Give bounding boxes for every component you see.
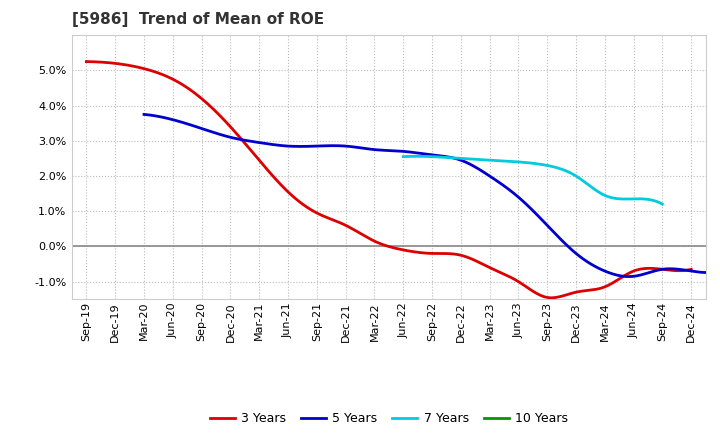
Text: [5986]  Trend of Mean of ROE: [5986] Trend of Mean of ROE xyxy=(72,12,324,27)
Legend: 3 Years, 5 Years, 7 Years, 10 Years: 3 Years, 5 Years, 7 Years, 10 Years xyxy=(204,407,573,430)
